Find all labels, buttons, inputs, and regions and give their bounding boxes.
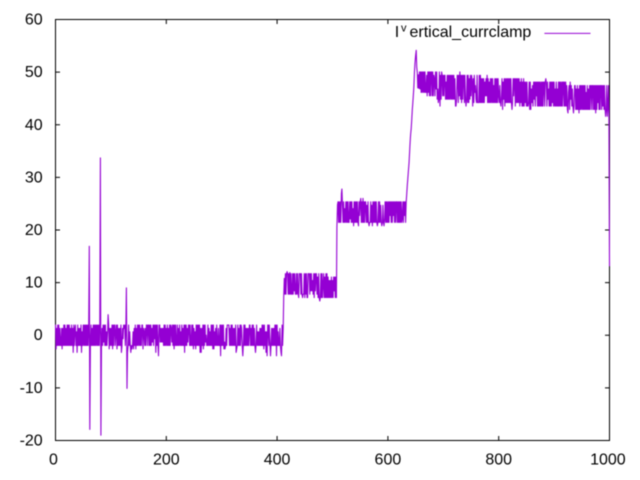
- svg-text:-20: -20: [20, 433, 43, 450]
- svg-text:1000: 1000: [590, 452, 626, 469]
- svg-text:20: 20: [25, 222, 43, 239]
- svg-text:50: 50: [25, 64, 43, 81]
- svg-text:v: v: [401, 23, 407, 35]
- svg-text:0: 0: [34, 327, 43, 344]
- svg-text:600: 600: [375, 452, 402, 469]
- svg-text:800: 800: [485, 452, 512, 469]
- svg-text:60: 60: [25, 12, 43, 29]
- svg-text:40: 40: [25, 117, 43, 134]
- svg-text:I: I: [395, 24, 399, 41]
- svg-text:30: 30: [25, 169, 43, 186]
- svg-text:200: 200: [153, 452, 180, 469]
- svg-text:400: 400: [264, 452, 291, 469]
- svg-text:ertical_currclamp: ertical_currclamp: [410, 24, 532, 41]
- svg-text:-10: -10: [20, 380, 43, 397]
- svg-text:10: 10: [25, 275, 43, 292]
- svg-text:0: 0: [49, 452, 58, 469]
